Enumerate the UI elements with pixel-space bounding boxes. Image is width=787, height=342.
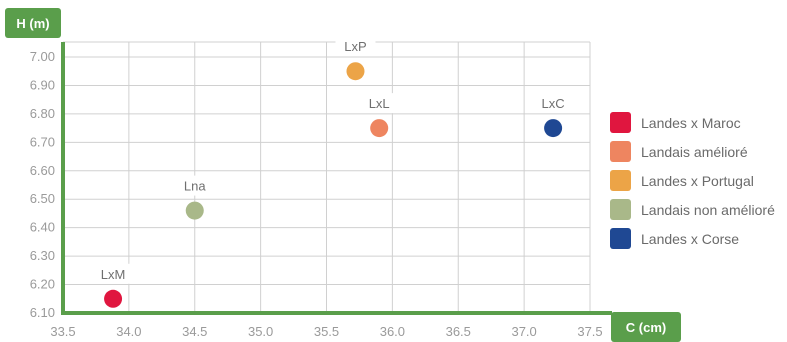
point-label: LxL [369, 96, 390, 111]
legend-swatch [610, 199, 631, 220]
chart-axes [61, 42, 612, 315]
data-point: LxC [533, 93, 574, 138]
legend-item: Landais amélioré [610, 137, 775, 166]
x-axis-label: C (cm) [626, 320, 666, 335]
y-tick-label: 6.10 [30, 305, 55, 320]
point-label-bg [93, 263, 134, 284]
legend-label: Landais non amélioré [641, 201, 775, 218]
legend-label: Landes x Maroc [641, 114, 741, 131]
legend-label: Landais amélioré [641, 143, 748, 160]
y-tick-label: 6.30 [30, 248, 55, 263]
legend-swatch [610, 141, 631, 162]
y-tick-label: 6.50 [30, 191, 55, 206]
y-tick-label: 6.80 [30, 106, 55, 121]
y-axis-label: H (m) [16, 16, 49, 31]
legend-swatch [610, 228, 631, 249]
x-tick-labels: 33.5 34.0 34.5 35.0 35.5 36.0 36.5 37.0 37.5 [50, 324, 602, 339]
legend-label: Landes x Corse [641, 230, 740, 247]
legend-swatch [610, 170, 631, 191]
y-tick-label: 6.90 [30, 77, 55, 92]
y-axis-label-box: H (m) [5, 8, 61, 38]
legend-label: Landes x Portugal [641, 172, 754, 189]
x-tick-label: 33.5 [50, 324, 75, 339]
data-point: Lna [174, 175, 215, 220]
point-label: Lna [184, 179, 206, 194]
point-label: LxP [344, 39, 366, 54]
legend-item: Landes x Corse [610, 224, 775, 253]
point-label-bg [359, 93, 400, 114]
point-marker [104, 289, 123, 308]
x-tick-label: 37.0 [511, 324, 536, 339]
chart-grid [63, 41, 591, 313]
point-label-bg [174, 175, 215, 196]
legend: Landes x Maroc Landais amélioré Landes x P… [610, 108, 775, 253]
y-tick-label: 6.60 [30, 163, 55, 178]
point-marker [370, 119, 389, 138]
point-marker [544, 119, 563, 138]
legend-swatch [610, 112, 631, 133]
point-label: LxM [101, 267, 126, 282]
x-tick-label: 35.5 [314, 324, 339, 339]
y-tick-label: 6.20 [30, 277, 55, 292]
point-marker [346, 62, 365, 81]
x-tick-label: 36.5 [446, 324, 471, 339]
x-tick-label: 34.5 [182, 324, 207, 339]
point-marker [185, 201, 204, 220]
legend-item: Landais non amélioré [610, 195, 775, 224]
data-points: LxM LxL LxP Lna LxC [93, 36, 574, 308]
legend-item: Landes x Portugal [610, 166, 775, 195]
point-label: LxC [542, 96, 565, 111]
y-tick-label: 6.40 [30, 220, 55, 235]
y-tick-labels: 7.00 6.90 6.80 6.70 6.60 6.50 6.40 6.30 6.20 6.10 [30, 49, 55, 320]
x-tick-label: 37.5 [577, 324, 602, 339]
y-tick-label: 7.00 [30, 49, 55, 64]
point-label-bg [335, 36, 376, 57]
data-point: LxP [335, 36, 376, 81]
y-tick-label: 6.70 [30, 134, 55, 149]
point-label-bg [533, 93, 574, 114]
x-tick-label: 35.0 [248, 324, 273, 339]
data-point: LxM [93, 263, 134, 308]
data-point: LxL [359, 93, 400, 138]
x-axis-label-box: C (cm) [611, 312, 681, 342]
legend-item: Landes x Maroc [610, 108, 775, 137]
x-tick-label: 36.0 [380, 324, 405, 339]
x-tick-label: 34.0 [116, 324, 141, 339]
